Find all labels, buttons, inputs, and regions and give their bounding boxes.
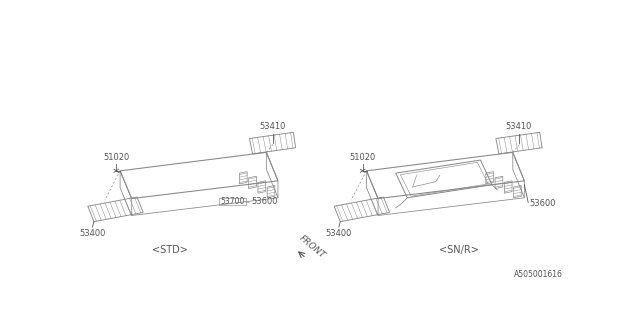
Text: 51020: 51020 [103, 153, 129, 162]
Text: 53400: 53400 [326, 229, 352, 238]
Text: 53600: 53600 [530, 199, 556, 208]
Text: <SN/R>: <SN/R> [439, 245, 479, 255]
Text: 53600: 53600 [251, 197, 278, 206]
Text: <STD>: <STD> [152, 245, 188, 255]
Text: 53410: 53410 [506, 122, 532, 131]
Text: 53410: 53410 [259, 122, 285, 131]
Text: 53400: 53400 [79, 229, 106, 238]
Text: 51020: 51020 [349, 153, 376, 162]
Text: A505001616: A505001616 [514, 270, 563, 279]
Text: 53700: 53700 [220, 197, 244, 206]
Text: FRONT: FRONT [297, 233, 326, 260]
